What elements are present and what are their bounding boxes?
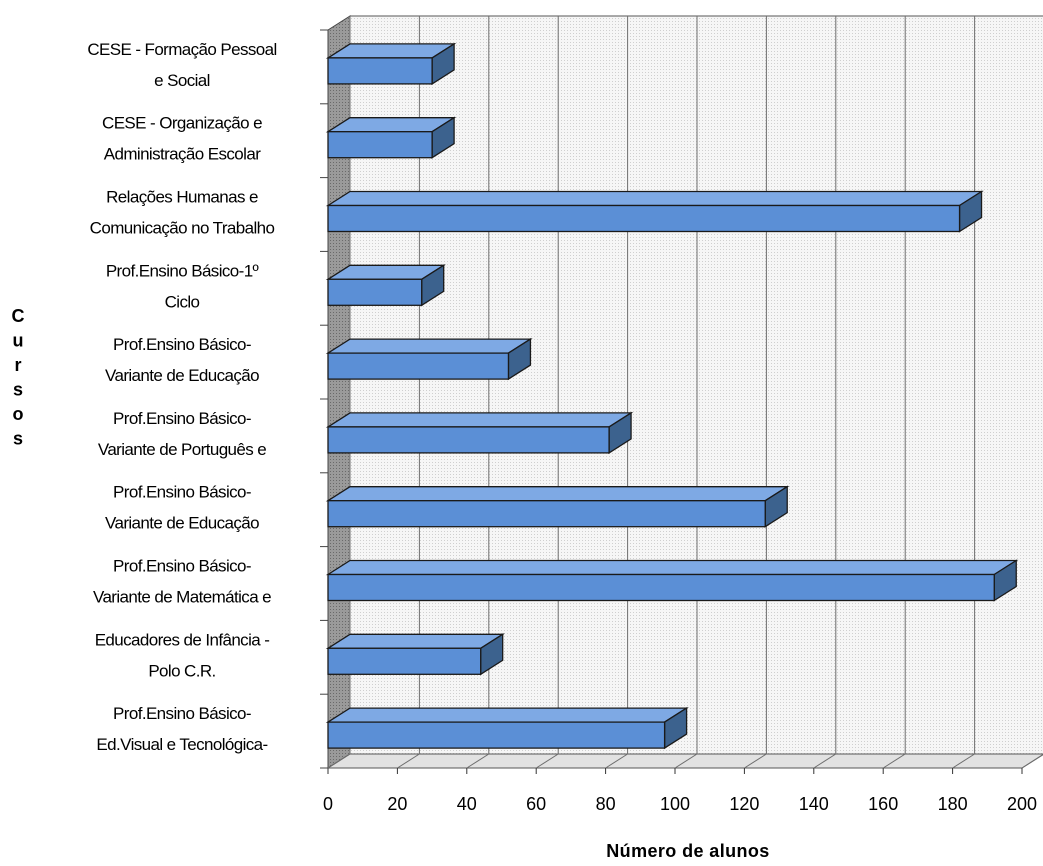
floor-gridline (535, 753, 559, 769)
floor-gridline (327, 753, 351, 769)
category-label-line: CESE - Organização e (102, 114, 262, 133)
category-label-line: Educadores de Infância - (95, 630, 270, 649)
x-tick-label: 80 (596, 794, 616, 814)
category-label-line: e Social (154, 71, 210, 90)
bar-front (327, 131, 433, 159)
floor-gridline (813, 753, 837, 769)
bar-front (327, 721, 666, 749)
category-label: Prof.Ensino Básico- Variante de Português… (98, 409, 266, 459)
bar (325, 411, 634, 455)
category-label: CESE - Organização e Administração Escola… (102, 114, 262, 164)
floor-gridline (674, 753, 698, 769)
x-tick-label: 200 (1007, 794, 1037, 814)
floor-gridline (605, 753, 628, 769)
bar-front (327, 426, 610, 454)
x-tick-label: 60 (526, 794, 546, 814)
x-axis-title: Número de alunos (606, 841, 769, 861)
bar-top (325, 559, 1019, 576)
bar-front (327, 573, 995, 602)
category-label-line: Comunicação no Trabalho (90, 219, 275, 238)
category-label: Prof.Ensino Básico- Variante de Educação (105, 483, 259, 533)
category-labels: CESE - Formação Pessoal e Social CESE - Or… (87, 40, 277, 754)
category-label-line: Prof.Ensino Básico-1º (106, 261, 259, 280)
bar-front (327, 278, 423, 306)
floor-gridline (466, 753, 490, 769)
category-label: CESE - Formação Pessoal e Social (87, 40, 276, 90)
bar-top (325, 190, 984, 207)
bars (325, 42, 1019, 750)
x-tick-label: 20 (387, 794, 407, 814)
bar (325, 559, 1019, 602)
floor-gridline (882, 753, 906, 769)
category-label-line: Ciclo (165, 292, 200, 311)
bar-top (325, 486, 790, 502)
category-label-line: Variante de Educação (105, 514, 259, 533)
category-label: Relações Humanas e Comunicação no Trabalh… (90, 188, 275, 238)
category-label: Prof.Ensino Básico-1º Ciclo (106, 261, 259, 311)
category-label-line: Prof.Ensino Básico- (113, 409, 251, 428)
x-tick-labels: 0 20 40 60 80 100 120 140 160 180 200 (323, 794, 1037, 814)
x-tick-label: 0 (323, 794, 333, 814)
category-label: Prof.Ensino Básico- Variante de Matemátic… (93, 557, 271, 607)
bar-top (325, 338, 533, 354)
category-label-line: CESE - Formação Pessoal (87, 40, 276, 59)
bar (325, 42, 457, 86)
category-label-line: Administração Escolar (104, 145, 261, 164)
category-label-line: Prof.Ensino Básico- (113, 483, 251, 502)
floor-gridline (1021, 754, 1043, 769)
bar-top (325, 633, 505, 649)
bar (325, 706, 689, 750)
gridlines (320, 16, 1043, 774)
category-label-line: Prof.Ensino Básico- (113, 335, 251, 354)
bar-front (327, 57, 433, 85)
bar (325, 264, 446, 307)
category-label-line: Relações Humanas e (106, 188, 258, 207)
x-tick-label: 120 (729, 794, 759, 814)
x-tick-label: 140 (799, 794, 829, 814)
category-label-line: Prof.Ensino Básico- (113, 704, 251, 723)
category-label: Prof.Ensino Básico- Variante de Educação (105, 335, 259, 385)
bar-top (325, 412, 634, 428)
category-label-line: Polo C.R. (148, 661, 215, 680)
bar-front (327, 647, 482, 675)
bar-front (327, 204, 961, 233)
bar (325, 633, 505, 676)
x-tick-label: 160 (868, 794, 898, 814)
bar (325, 337, 533, 381)
bar (325, 485, 790, 528)
floor-gridline (744, 753, 767, 769)
x-tick-label: 100 (660, 794, 690, 814)
bar-top (325, 707, 689, 723)
x-tick-label: 180 (938, 794, 968, 814)
bar (325, 190, 984, 233)
bar (325, 116, 457, 159)
category-label-line: Prof.Ensino Básico- (113, 557, 251, 576)
category-label-line: Ed.Visual e Tecnológica- (96, 735, 267, 754)
floor-gridline (397, 753, 420, 769)
category-label: Prof.Ensino Básico- Ed.Visual e Tecnológi… (96, 704, 267, 754)
category-label-line: Variante de Português e (98, 440, 266, 459)
floor-gridline (952, 753, 975, 769)
category-label: Educadores de Infância - Polo C.R. (95, 630, 270, 680)
bar-front (327, 500, 766, 528)
x-tick-label: 40 (457, 794, 477, 814)
category-label-line: Variante de Educação (105, 366, 259, 385)
category-label-line: Variante de Matemática e (93, 588, 271, 607)
bar-front (327, 352, 510, 380)
